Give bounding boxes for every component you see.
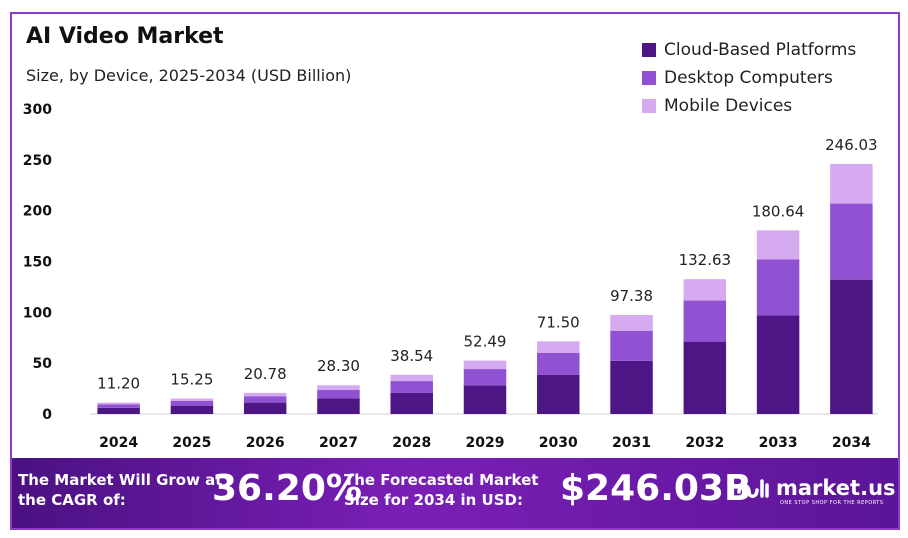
cagr-value: 36.20%	[212, 468, 362, 509]
bar-segment-cloud	[463, 385, 507, 414]
bar-segment-cloud	[830, 279, 873, 414]
bar-segment-desktop	[830, 203, 873, 280]
x-tick-label: 2026	[246, 435, 285, 451]
x-tick-label: 2033	[759, 435, 798, 451]
y-tick-label: 250	[23, 153, 52, 169]
legend-item-mobile: Mobile Devices	[642, 92, 856, 120]
bar-segment-cloud	[390, 392, 433, 414]
bar-segment-desktop	[170, 400, 214, 406]
brand-logo[interactable]: market.us ONE STOP SHOP FOR THE REPORTS	[736, 474, 896, 506]
brand-name: market.us	[776, 476, 896, 500]
legend-swatch-cloud	[642, 43, 656, 57]
y-tick-label: 100	[23, 305, 52, 321]
bar-segment-mobile	[243, 392, 287, 397]
x-tick-label: 2030	[539, 435, 578, 451]
y-tick-label: 300	[23, 102, 52, 118]
bar-segment-desktop	[610, 330, 653, 361]
bar-chart: 0 50 100 150 200 250 300 11.20 2024 15.25 2025 20.7…	[23, 102, 878, 451]
bar-segment-desktop	[537, 352, 580, 375]
bar-segment-cloud	[683, 341, 727, 414]
y-tick-label: 50	[33, 356, 53, 372]
bar-segment-desktop	[756, 259, 800, 316]
x-tick-label: 2031	[612, 435, 651, 451]
bar-total-label: 28.30	[317, 357, 360, 375]
bar-segment-mobile	[683, 279, 727, 301]
bar-segment-desktop	[390, 381, 433, 393]
x-tick-label: 2029	[466, 435, 505, 451]
chart-legend: Cloud-Based Platforms Desktop Computers …	[642, 36, 856, 120]
x-tick-label: 2025	[172, 435, 211, 451]
chart-title: AI Video Market	[26, 24, 224, 49]
bar-segment-cloud	[317, 398, 360, 414]
bar-segment-mobile	[390, 374, 433, 382]
x-tick-label: 2028	[392, 435, 431, 451]
bar-segment-desktop	[243, 396, 287, 403]
x-tick-label: 2027	[319, 435, 358, 451]
bar-segment-mobile	[830, 163, 873, 204]
bar-total-label: 11.20	[97, 375, 140, 393]
x-tick-label: 2024	[99, 435, 138, 451]
bar-segment-mobile	[97, 402, 140, 405]
x-tick-label: 2034	[832, 435, 871, 451]
y-tick-label: 0	[42, 407, 52, 423]
bar-segment-cloud	[610, 360, 653, 414]
legend-swatch-mobile	[642, 99, 656, 113]
legend-label-desktop: Desktop Computers	[664, 68, 833, 88]
bar-total-label: 52.49	[464, 333, 507, 351]
legend-item-desktop: Desktop Computers	[642, 64, 856, 92]
bar-segment-desktop	[97, 404, 140, 408]
bar-total-label: 15.25	[170, 370, 213, 388]
bar-total-label: 71.50	[537, 313, 580, 331]
bar-segment-cloud	[170, 405, 214, 414]
bar-total-label: 246.03	[825, 136, 878, 154]
bar-total-label: 180.64	[752, 202, 805, 220]
footer-banner: The Market Will Grow at the CAGR of: 36.…	[12, 458, 898, 528]
bar-segment-mobile	[317, 385, 360, 390]
forecast-value: $246.03B	[560, 468, 752, 509]
legend-item-cloud: Cloud-Based Platforms	[642, 36, 856, 64]
bar-total-label: 38.54	[390, 347, 433, 365]
bar-segment-desktop	[317, 389, 360, 399]
bar-segment-mobile	[170, 398, 214, 401]
y-tick-label: 150	[23, 255, 52, 271]
bar-segment-cloud	[537, 374, 580, 414]
legend-label-cloud: Cloud-Based Platforms	[664, 40, 857, 60]
bar-total-label: 97.38	[610, 287, 653, 305]
bar-total-label: 20.78	[244, 365, 287, 383]
legend-label-mobile: Mobile Devices	[664, 96, 793, 116]
brand-tagline: ONE STOP SHOP FOR THE REPORTS	[780, 500, 884, 506]
chart-subtitle: Size, by Device, 2025-2034 (USD Billion)	[26, 66, 352, 85]
bar-total-label: 132.63	[679, 251, 732, 269]
market-us-logo-icon	[737, 479, 769, 498]
legend-swatch-desktop	[642, 71, 656, 85]
y-tick-label: 200	[23, 204, 52, 220]
forecast-label: The Forecasted Market Size for 2034 in U…	[344, 471, 539, 509]
bar-segment-desktop	[683, 300, 727, 342]
bar-segment-desktop	[463, 369, 507, 386]
bar-segment-cloud	[97, 407, 140, 414]
bar-segment-mobile	[463, 360, 507, 370]
bar-segment-cloud	[756, 315, 800, 414]
cagr-label: The Market Will Grow at the CAGR of:	[18, 471, 223, 509]
bar-segment-mobile	[756, 230, 800, 260]
bar-segment-mobile	[610, 314, 653, 331]
x-tick-label: 2032	[685, 435, 724, 451]
bar-segment-mobile	[537, 341, 580, 353]
bar-segment-cloud	[243, 402, 287, 414]
chart-frame: AI Video Market Size, by Device, 2025-20…	[10, 12, 900, 530]
